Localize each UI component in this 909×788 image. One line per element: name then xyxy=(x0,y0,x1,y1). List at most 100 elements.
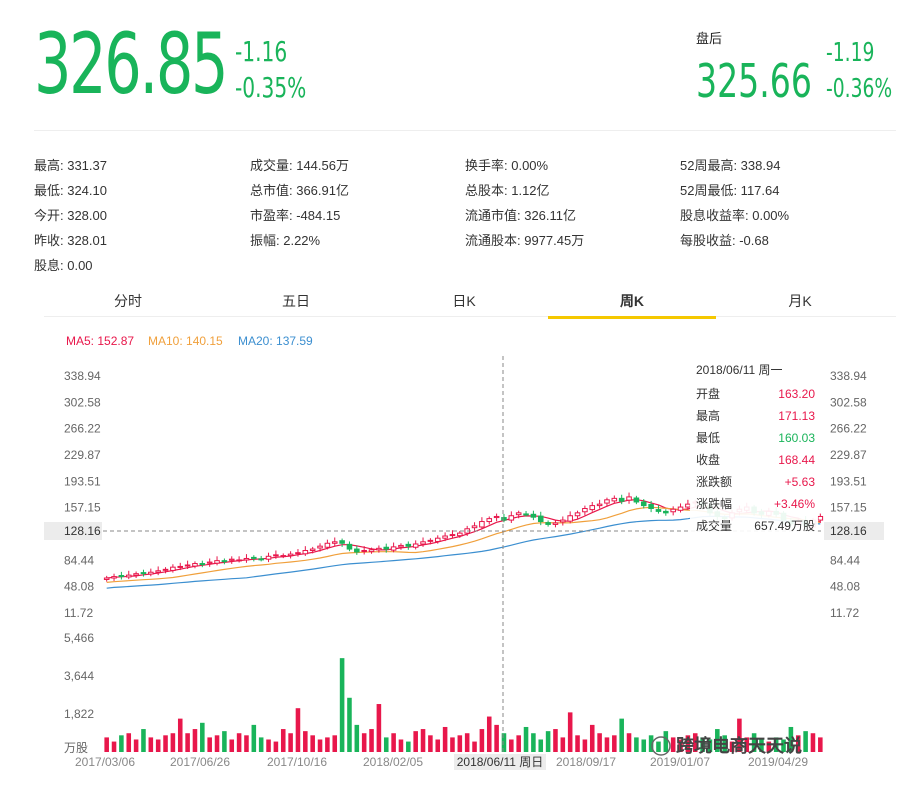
candle-body xyxy=(604,499,610,504)
after-hours-price: 325.66 xyxy=(696,54,812,108)
tooltip-label: 涨跌幅 xyxy=(696,496,732,511)
crosshair-price-label: 128.16 xyxy=(830,524,867,538)
candle-body xyxy=(103,577,110,580)
tooltip-label: 最高 xyxy=(696,408,720,423)
candle-body xyxy=(677,506,684,511)
volume-bar xyxy=(104,737,109,752)
candle-body xyxy=(228,558,235,561)
price-tick-label: 157.15 xyxy=(64,501,101,515)
candle-body xyxy=(817,515,824,521)
volume-bar xyxy=(766,741,772,752)
x-tick-label: 2019/01/07 xyxy=(650,755,710,769)
volume-bar xyxy=(678,739,683,752)
volume-bar xyxy=(589,724,595,752)
volume-bar xyxy=(744,737,750,752)
stat-total-shares: 总股本: 1.12亿 xyxy=(465,183,550,198)
volume-bar xyxy=(575,735,580,752)
volume-bar xyxy=(442,726,448,752)
watermark: 跨境电商天天说 xyxy=(651,735,802,756)
volume-bar xyxy=(258,737,264,752)
price-tick-label: 48.08 xyxy=(64,580,94,594)
tooltip-box xyxy=(690,358,818,538)
volume-bar xyxy=(192,729,198,752)
volume-bar xyxy=(229,739,235,752)
candle-body xyxy=(471,525,478,529)
candle-body xyxy=(324,542,331,548)
price-tick-label: 11.72 xyxy=(830,606,859,620)
volume-bar xyxy=(236,733,242,752)
volume-bar xyxy=(516,735,521,752)
candle-body xyxy=(530,513,537,518)
volume-bar xyxy=(207,737,212,752)
stat-market-cap: 总市值: 366.91亿 xyxy=(250,183,349,198)
candle-body xyxy=(155,570,161,573)
candle-body xyxy=(633,497,640,503)
tab-monthly-k[interactable]: 月K xyxy=(788,293,812,309)
volume-bar xyxy=(332,735,338,752)
volume-bar xyxy=(155,739,161,752)
candle-body xyxy=(376,547,382,551)
volume-bar xyxy=(582,739,588,752)
crosshair-price-box-left xyxy=(44,522,102,540)
candle-body xyxy=(479,521,485,528)
candle-body xyxy=(383,546,390,550)
tooltip-label: 开盘 xyxy=(696,386,720,401)
volume-bar xyxy=(729,741,735,752)
candle-body xyxy=(523,513,529,516)
tab-five-day[interactable]: 五日 xyxy=(282,293,310,309)
price-tick-label: 302.58 xyxy=(64,395,101,409)
volume-bar xyxy=(523,726,529,752)
volume-bar xyxy=(126,733,132,752)
tooltip-label: 收盘 xyxy=(696,452,720,467)
stat-low: 最低: 324.10 xyxy=(34,183,107,198)
price-tick-label: 302.58 xyxy=(830,395,867,409)
volume-bar xyxy=(773,737,779,752)
price-tick-label: 193.51 xyxy=(830,474,867,488)
volume-bar xyxy=(781,739,786,752)
volume-bar xyxy=(266,739,271,752)
volume-bar xyxy=(111,741,117,752)
volume-bar xyxy=(214,735,220,752)
volume-bar xyxy=(553,729,558,752)
candle-body xyxy=(582,508,588,513)
volume-bar xyxy=(648,735,654,752)
candle-body xyxy=(184,564,191,567)
after-hours-change: -1.19 xyxy=(826,38,875,68)
tab-weekly-k[interactable]: 周K xyxy=(548,288,716,319)
volume-bar xyxy=(531,733,536,752)
volume-bar xyxy=(619,718,624,752)
watermark-text: 跨境电商天天说 xyxy=(676,735,802,756)
x-tick-label: 2018/02/05 xyxy=(363,755,423,769)
axes: 338.94 338.94 302.58 302.58 266.22 266.22 229.… xyxy=(64,369,867,770)
candle-body xyxy=(251,556,257,559)
volume-bar xyxy=(280,729,286,752)
price-tick-label: 84.44 xyxy=(830,553,860,567)
volume-bar xyxy=(457,735,463,752)
kline-chart[interactable]: MA5: 152.87 MA10: 140.15 MA20: 137.59 338.… xyxy=(0,328,909,788)
candle-body xyxy=(670,508,676,513)
volume-bar xyxy=(479,729,485,752)
volume-bar xyxy=(501,733,507,752)
volume-bar xyxy=(295,708,301,752)
price-tick-label: 193.51 xyxy=(64,474,101,488)
tab-daily-k[interactable]: 日K xyxy=(452,293,476,309)
volume-bar xyxy=(133,739,139,752)
tooltip-value: 171.13 xyxy=(778,409,815,423)
volume-bar xyxy=(428,735,433,752)
crosshair-date-box xyxy=(454,754,546,770)
candle-body xyxy=(368,549,375,553)
candle-body xyxy=(287,553,294,557)
volume-bar xyxy=(715,729,720,752)
candle-body xyxy=(405,543,412,547)
stat-dividend-yield: 股息收益率: 0.00% xyxy=(680,208,790,223)
volume-bar xyxy=(700,737,705,752)
candle-body xyxy=(162,568,169,571)
volume-tick-label: 万股 xyxy=(64,741,88,755)
tooltip-value: +3.46% xyxy=(774,497,815,511)
volume-bar xyxy=(398,739,404,752)
candle-body xyxy=(125,574,132,578)
candle-body xyxy=(537,515,544,523)
tab-intraday[interactable]: 分时 xyxy=(114,293,142,309)
volume-bar xyxy=(170,733,176,752)
volume-bar xyxy=(737,718,742,752)
